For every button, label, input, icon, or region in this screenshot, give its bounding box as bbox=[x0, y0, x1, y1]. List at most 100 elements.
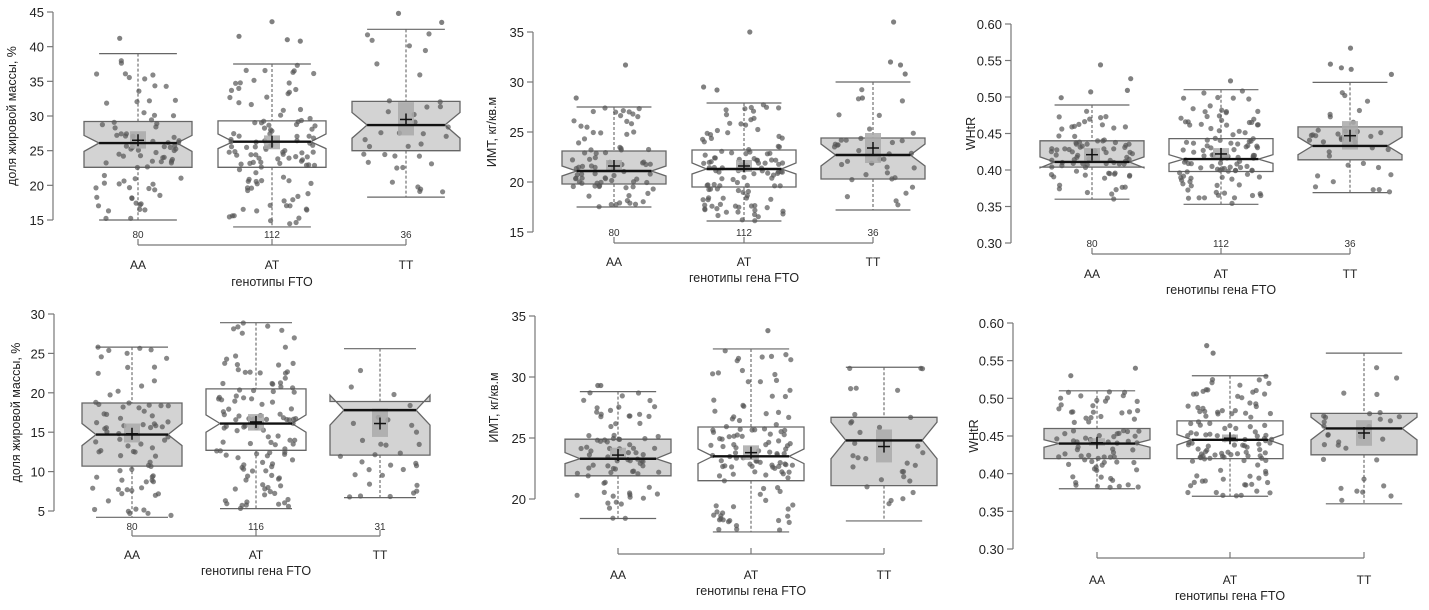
data-point bbox=[1377, 416, 1383, 422]
data-point bbox=[1267, 490, 1273, 496]
data-point bbox=[1252, 429, 1258, 435]
data-point bbox=[241, 466, 247, 472]
n-label: 80 bbox=[132, 230, 144, 241]
data-point bbox=[260, 482, 266, 488]
data-point bbox=[136, 88, 142, 94]
data-point bbox=[293, 121, 300, 128]
data-point bbox=[350, 420, 356, 426]
data-point bbox=[730, 471, 736, 477]
data-point bbox=[1237, 164, 1244, 171]
data-point bbox=[642, 436, 648, 442]
data-point bbox=[853, 385, 859, 391]
data-point bbox=[107, 392, 113, 398]
data-point bbox=[729, 464, 735, 470]
data-point bbox=[1202, 478, 1208, 484]
data-point bbox=[613, 421, 619, 427]
outlier-point bbox=[765, 328, 771, 334]
data-point bbox=[743, 195, 750, 201]
data-point bbox=[1339, 497, 1345, 503]
data-point bbox=[594, 405, 600, 411]
data-point bbox=[101, 172, 107, 179]
data-point bbox=[93, 439, 99, 445]
data-point bbox=[254, 181, 260, 187]
data-point bbox=[233, 417, 239, 423]
data-point bbox=[650, 186, 656, 192]
data-point bbox=[1086, 452, 1092, 458]
data-point bbox=[286, 178, 292, 184]
outlier-point bbox=[1097, 62, 1104, 68]
data-point bbox=[918, 365, 924, 371]
data-point bbox=[1247, 424, 1253, 430]
data-point bbox=[159, 424, 165, 430]
data-point bbox=[610, 515, 616, 521]
data-point bbox=[1219, 408, 1225, 414]
data-point bbox=[310, 149, 316, 155]
data-point bbox=[1204, 447, 1210, 453]
data-point bbox=[161, 154, 167, 160]
data-point bbox=[282, 375, 288, 381]
data-point bbox=[1242, 130, 1248, 136]
data-point bbox=[1177, 170, 1183, 176]
data-point bbox=[234, 428, 240, 434]
data-point bbox=[601, 489, 607, 495]
data-point bbox=[1267, 410, 1273, 417]
data-point bbox=[598, 130, 604, 136]
x-tick-label: AT bbox=[744, 568, 759, 582]
data-point bbox=[773, 157, 779, 163]
data-point bbox=[624, 198, 631, 204]
data-point bbox=[1193, 431, 1199, 437]
data-point bbox=[790, 502, 796, 508]
data-point bbox=[723, 112, 730, 118]
data-point bbox=[640, 463, 646, 469]
data-point bbox=[1256, 174, 1262, 180]
data-point bbox=[1338, 485, 1344, 491]
data-point bbox=[262, 67, 268, 74]
data-point bbox=[647, 397, 653, 404]
y-tick-label: 5 bbox=[38, 504, 45, 519]
data-point bbox=[608, 201, 614, 208]
data-point bbox=[277, 380, 284, 386]
data-point bbox=[1178, 175, 1184, 181]
data-point bbox=[849, 419, 855, 425]
data-point bbox=[1243, 410, 1249, 416]
data-point bbox=[734, 179, 741, 186]
data-point bbox=[420, 131, 426, 137]
data-point bbox=[593, 150, 599, 156]
data-point bbox=[248, 185, 255, 191]
data-point bbox=[1209, 163, 1215, 169]
n-label: 36 bbox=[867, 228, 879, 239]
data-point bbox=[573, 176, 579, 182]
data-point bbox=[286, 89, 292, 95]
data-point bbox=[245, 473, 251, 479]
data-point bbox=[1256, 377, 1262, 383]
data-point bbox=[706, 195, 712, 201]
data-point bbox=[1361, 476, 1367, 482]
data-point bbox=[378, 130, 384, 136]
data-point bbox=[1381, 483, 1387, 489]
data-point bbox=[1233, 425, 1239, 431]
data-point bbox=[364, 32, 371, 38]
data-point bbox=[719, 148, 725, 154]
data-point bbox=[781, 432, 787, 438]
y-tick-label: 0.60 bbox=[979, 316, 1004, 331]
data-point bbox=[268, 127, 274, 133]
data-point bbox=[1229, 176, 1235, 182]
data-point bbox=[137, 345, 143, 351]
data-point bbox=[152, 187, 158, 193]
data-point bbox=[286, 80, 292, 86]
data-point bbox=[610, 493, 616, 499]
n-label: 116 bbox=[248, 522, 264, 533]
data-point bbox=[122, 133, 129, 139]
data-point bbox=[1219, 117, 1225, 123]
data-point bbox=[1075, 152, 1081, 158]
box-AT bbox=[1168, 78, 1274, 206]
y-tick-label: 40 bbox=[30, 40, 44, 55]
data-point bbox=[164, 355, 170, 361]
data-point bbox=[856, 148, 862, 154]
data-point bbox=[1364, 98, 1371, 104]
data-point bbox=[365, 159, 371, 165]
data-point bbox=[134, 164, 140, 171]
data-point bbox=[1195, 404, 1201, 411]
data-point bbox=[129, 488, 135, 494]
data-point bbox=[847, 365, 853, 371]
